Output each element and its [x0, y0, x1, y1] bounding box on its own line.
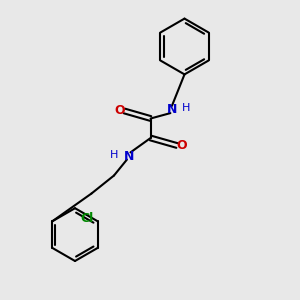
Text: O: O: [115, 104, 125, 118]
Text: H: H: [182, 103, 190, 113]
Text: N: N: [124, 149, 134, 163]
Text: N: N: [167, 103, 177, 116]
Text: H: H: [110, 150, 118, 160]
Text: O: O: [176, 139, 187, 152]
Text: Cl: Cl: [81, 212, 94, 226]
